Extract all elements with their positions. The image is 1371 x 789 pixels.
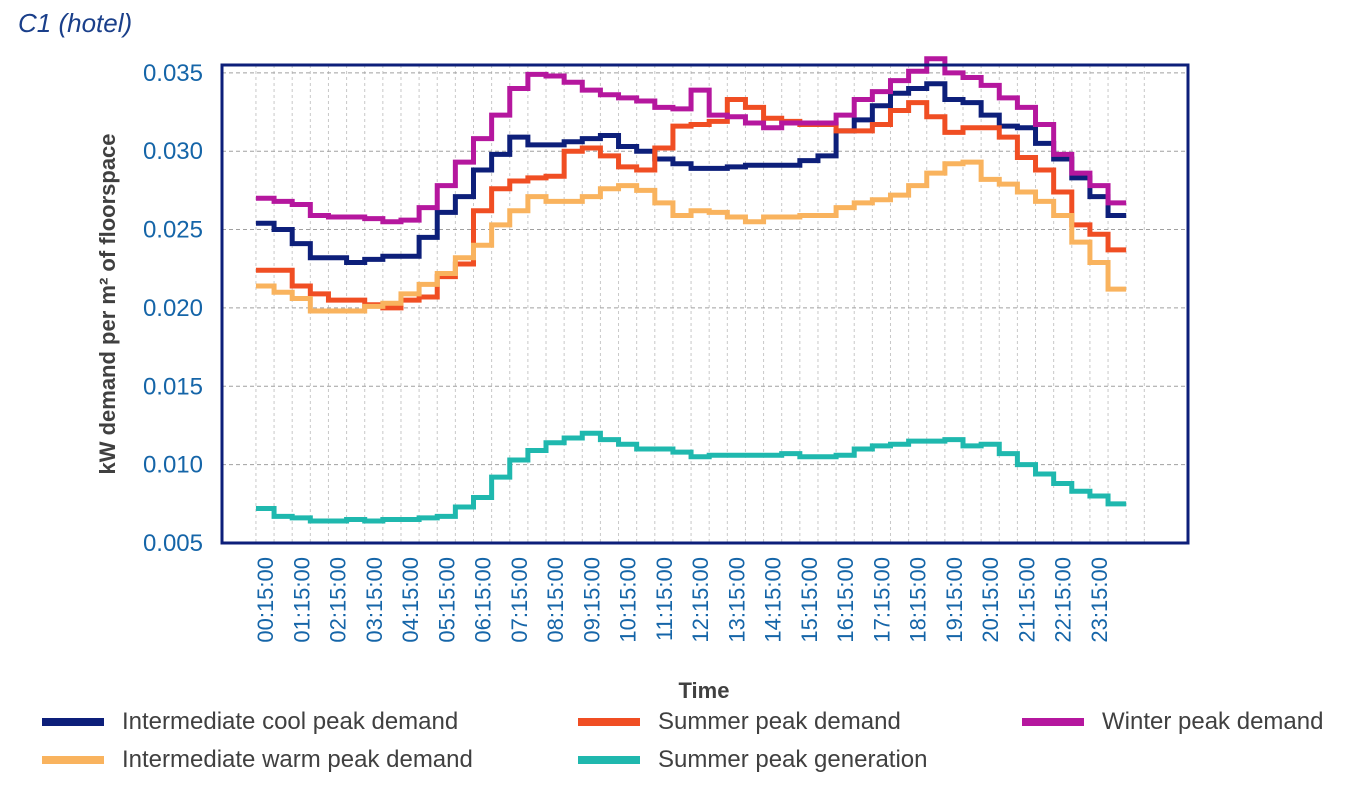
y-tick-label: 0.025	[143, 217, 203, 244]
x-tick-label: 00:15:00	[253, 557, 278, 643]
x-tick-label: 09:15:00	[579, 557, 604, 643]
x-tick-label: 23:15:00	[1087, 557, 1112, 643]
x-tick-label: 22:15:00	[1051, 557, 1076, 643]
legend-swatch	[578, 756, 640, 764]
series-line-3	[255, 56, 1127, 225]
x-tick-label: 15:15:00	[797, 557, 822, 643]
legend-label: Summer peak demand	[658, 708, 901, 735]
legend-item: Intermediate cool peak demand	[42, 708, 458, 736]
x-tick-label: 02:15:00	[326, 557, 351, 643]
y-tick-label: 0.015	[143, 373, 203, 400]
legend-swatch	[1022, 718, 1084, 726]
series-line-5	[255, 430, 1127, 524]
legend: Intermediate cool peak demand Summer peak…	[0, 700, 1371, 789]
legend-item: Winter peak demand	[1022, 708, 1323, 736]
x-tick-label: 21:15:00	[1014, 557, 1039, 643]
x-tick-label: 12:15:00	[688, 557, 713, 643]
chart-title: C1 (hotel)	[18, 8, 133, 38]
x-tick-label: 04:15:00	[398, 557, 423, 643]
x-tick-label: 19:15:00	[942, 557, 967, 643]
legend-item: Intermediate warm peak demand	[42, 746, 473, 774]
y-tick-label: 0.020	[143, 295, 203, 322]
x-axis-label: Time	[679, 678, 730, 700]
x-tick-label: 14:15:00	[761, 557, 786, 643]
legend-swatch	[42, 756, 104, 764]
y-tick-label: 0.010	[143, 452, 203, 479]
x-tick-label: 16:15:00	[833, 557, 858, 643]
x-tick-label: 18:15:00	[906, 557, 931, 643]
x-tick-label: 13:15:00	[724, 557, 749, 643]
legend-item: Summer peak demand	[578, 708, 901, 736]
x-tick-label: 05:15:00	[434, 557, 459, 643]
legend-label: Intermediate cool peak demand	[122, 708, 459, 735]
x-tick-label: 20:15:00	[978, 557, 1003, 643]
series-line-1	[255, 81, 1127, 265]
legend-label: Summer peak generation	[658, 746, 928, 773]
x-tick-label: 06:15:00	[471, 557, 496, 643]
legend-swatch	[578, 718, 640, 726]
x-tick-label: 01:15:00	[289, 557, 314, 643]
legend-label: Intermediate warm peak demand	[122, 746, 473, 773]
x-tick-label: 17:15:00	[869, 557, 894, 643]
y-axis-label: kW demand per m² of floorspace	[95, 133, 120, 474]
y-tick-label: 0.035	[143, 60, 203, 87]
y-tick-label: 0.030	[143, 138, 203, 165]
x-tick-label: 03:15:00	[362, 557, 387, 643]
series-line-4	[255, 159, 1127, 314]
series-line-2	[255, 96, 1127, 311]
x-tick-label: 07:15:00	[507, 557, 532, 643]
chart: 0.005 0.010 0.015 0.020 0.025 0.030 0.035 00:15…	[95, 56, 1190, 700]
y-tick-label: 0.005	[143, 530, 203, 557]
legend-label: Winter peak demand	[1102, 708, 1324, 735]
x-tick-label: 08:15:00	[543, 557, 568, 643]
legend-swatch	[42, 718, 104, 726]
x-tick-label: 11:15:00	[652, 557, 677, 641]
legend-item: Summer peak generation	[578, 746, 927, 774]
plot-frame	[220, 63, 1190, 545]
x-tick-label: 10:15:00	[616, 557, 641, 643]
